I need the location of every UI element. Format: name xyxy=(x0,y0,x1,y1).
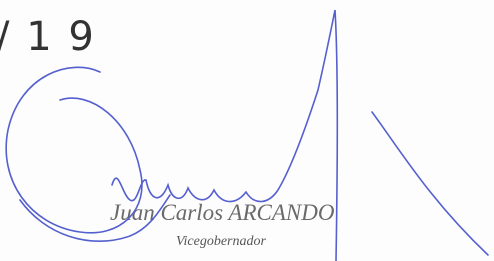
document-page: / 1 9 Juan Carlos ARCANDO Vicegobernador xyxy=(0,0,494,261)
signature xyxy=(0,0,494,261)
